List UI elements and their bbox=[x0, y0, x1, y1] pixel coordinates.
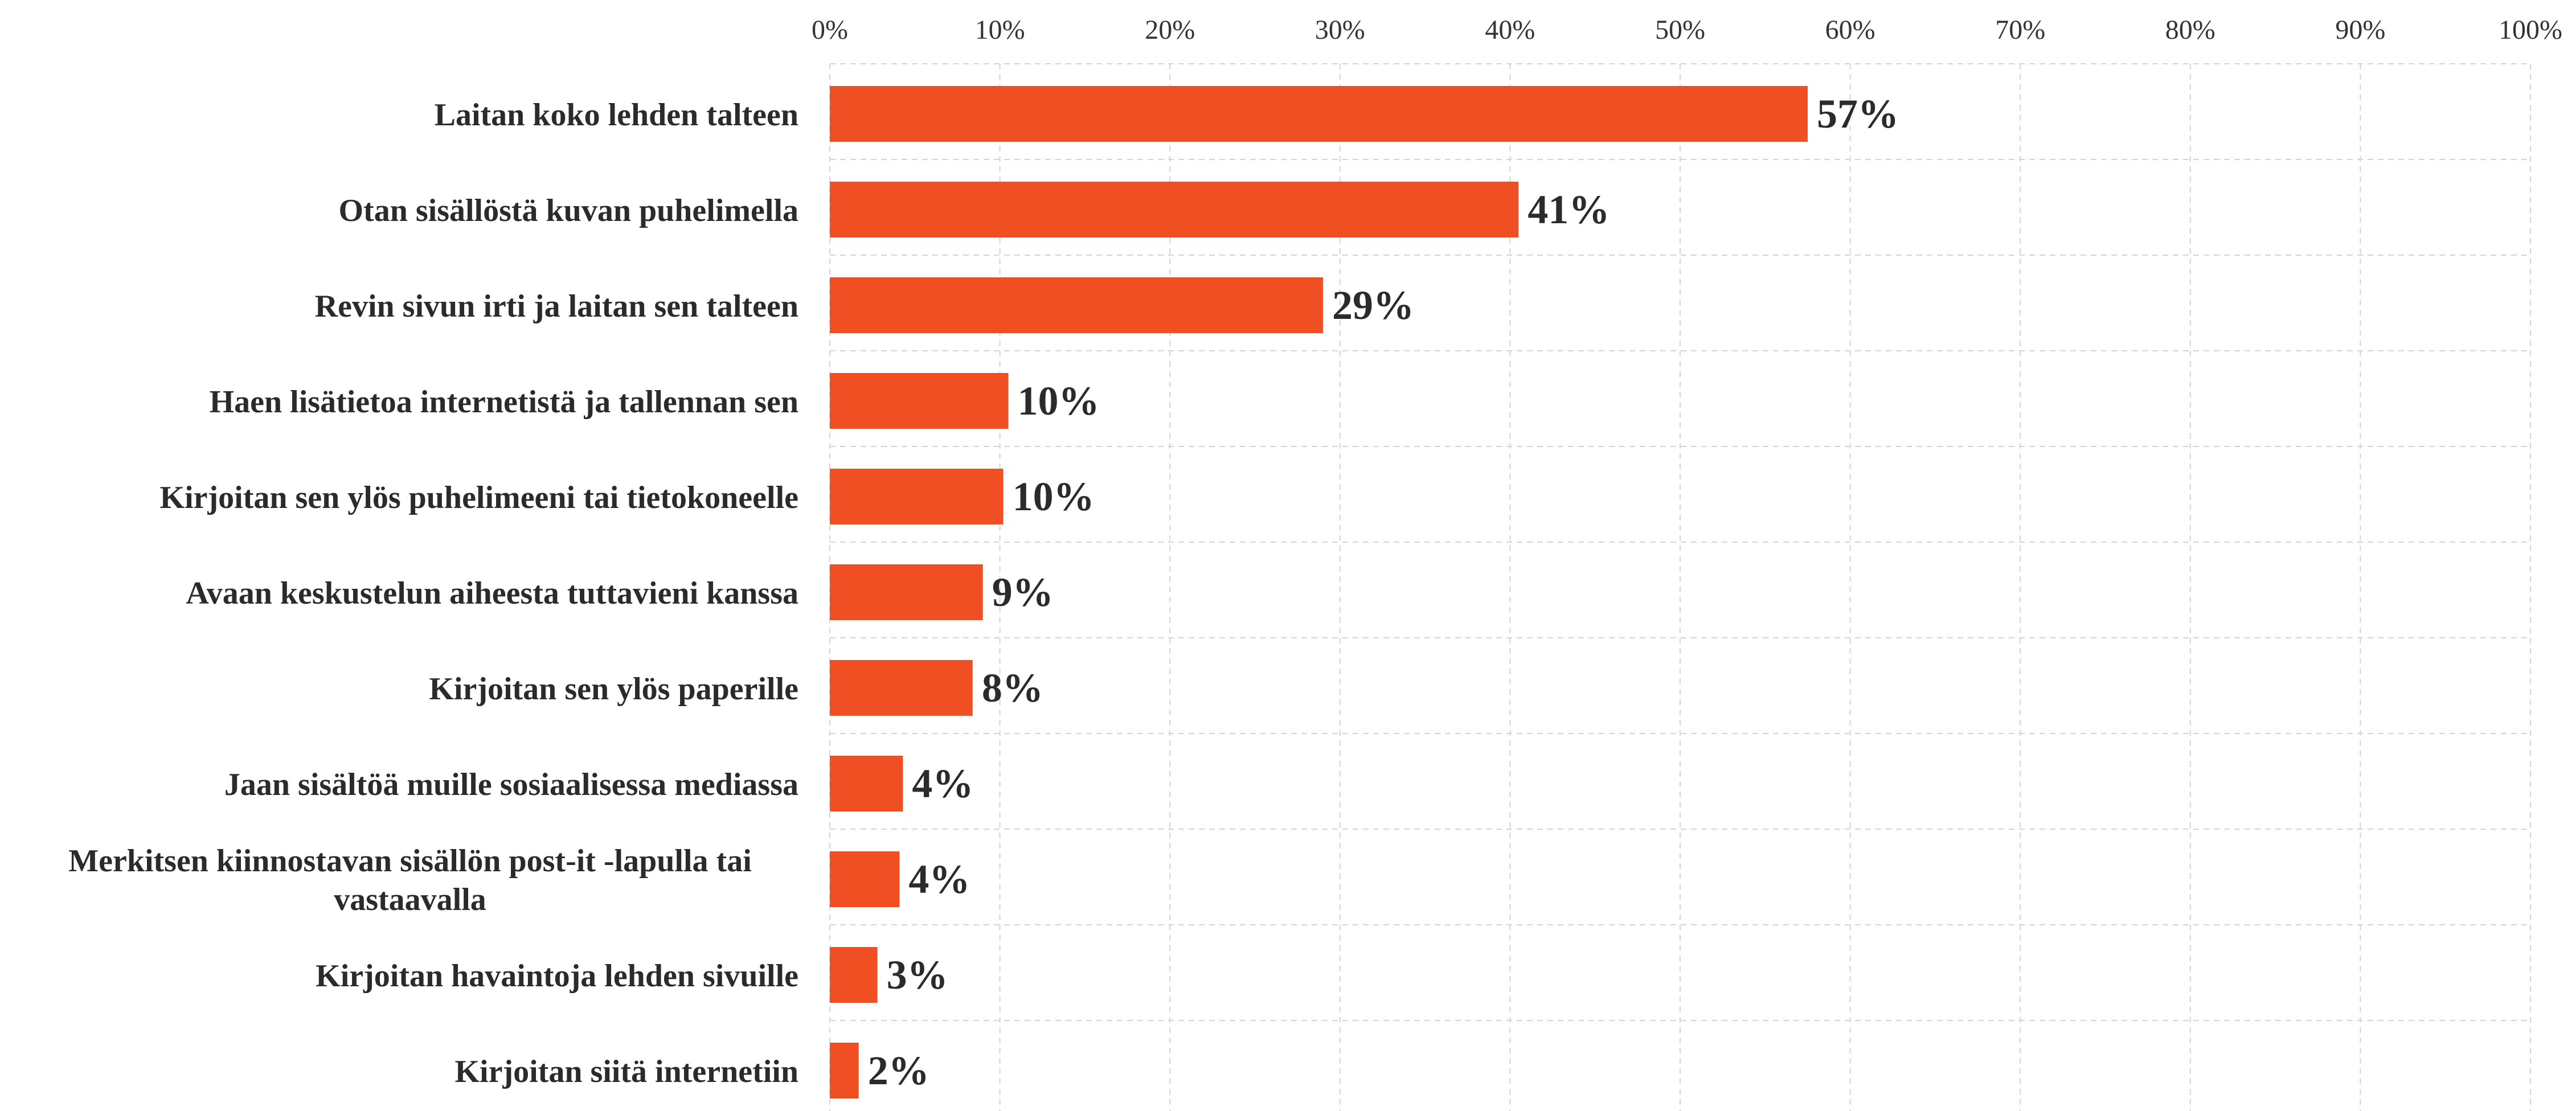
x-tick-label: 10% bbox=[975, 15, 1025, 45]
category-label: Otan sisällöstä kuvan puhelimella bbox=[338, 193, 798, 228]
value-label: 10% bbox=[1018, 378, 1100, 424]
category-label: Avaan keskustelun aiheesta tuttavieni ka… bbox=[186, 576, 798, 611]
gridlines bbox=[829, 63, 2531, 1111]
value-label: 9% bbox=[992, 569, 1054, 615]
value-label: 41% bbox=[1527, 187, 1610, 232]
x-tick-label: 0% bbox=[812, 15, 848, 45]
category-label: Revin sivun irti ja laitan sen talteen bbox=[315, 289, 798, 324]
bar bbox=[830, 660, 973, 716]
category-label: Haen lisätietoa internetistä ja tallenna… bbox=[210, 384, 798, 420]
bar bbox=[830, 564, 983, 620]
value-label: 2% bbox=[868, 1048, 929, 1093]
bar bbox=[830, 756, 903, 811]
bar bbox=[830, 277, 1323, 333]
bar bbox=[830, 86, 1808, 142]
value-labels: 57% 41% 29% 10% 10% 9% 8% 4% 4% 3% 2% bbox=[868, 91, 1899, 1093]
x-tick-label: 30% bbox=[1315, 15, 1365, 45]
category-label: Laitan koko lehden talteen bbox=[435, 97, 798, 133]
value-label: 29% bbox=[1332, 282, 1414, 328]
x-tick-label: 70% bbox=[1995, 15, 2045, 45]
category-label: Jaan sisältöä muille sosiaalisessa media… bbox=[224, 767, 798, 802]
category-labels: Laitan koko lehden talteen Otan sisällöst… bbox=[68, 97, 798, 1089]
bar bbox=[830, 182, 1519, 237]
bar bbox=[830, 1043, 859, 1098]
category-label: Kirjoitan sen ylös paperille bbox=[429, 671, 798, 707]
bar bbox=[830, 469, 1004, 524]
x-tick-label: 100% bbox=[2499, 15, 2562, 45]
value-label: 4% bbox=[912, 761, 973, 806]
category-label: Merkitsen kiinnostavan sisällön post-it … bbox=[68, 843, 752, 879]
x-axis-tick-labels: 0% 10% 20% 30% 40% 50% 60% 70% 80% 90% 100% bbox=[812, 15, 2562, 45]
x-tick-label: 50% bbox=[1655, 15, 1705, 45]
value-label: 57% bbox=[1817, 91, 1899, 137]
category-label: Kirjoitan siitä internetiin bbox=[454, 1054, 798, 1089]
bar bbox=[830, 947, 878, 1003]
value-label: 3% bbox=[887, 952, 948, 998]
bars bbox=[830, 86, 1808, 1098]
value-label: 4% bbox=[908, 856, 970, 902]
value-label: 10% bbox=[1013, 474, 1095, 519]
bar bbox=[830, 851, 900, 907]
category-label: vastaavalla bbox=[334, 882, 486, 917]
value-label: 8% bbox=[982, 665, 1043, 711]
x-tick-label: 40% bbox=[1485, 15, 1535, 45]
category-label: Kirjoitan havaintoja lehden sivuille bbox=[316, 958, 798, 994]
x-tick-label: 20% bbox=[1145, 15, 1195, 45]
x-tick-label: 60% bbox=[1825, 15, 1875, 45]
x-tick-label: 80% bbox=[2165, 15, 2215, 45]
x-tick-label: 90% bbox=[2335, 15, 2385, 45]
category-label: Kirjoitan sen ylös puhelimeeni tai tieto… bbox=[160, 480, 798, 515]
bar bbox=[830, 373, 1009, 429]
